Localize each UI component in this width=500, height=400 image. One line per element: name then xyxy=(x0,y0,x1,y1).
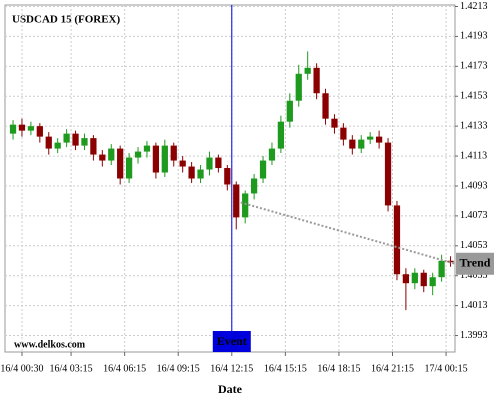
candle-body xyxy=(18,124,26,131)
candle-body xyxy=(90,138,97,155)
candle-body xyxy=(197,169,204,179)
x-tick-label: 16/4 00:30 xyxy=(0,363,43,374)
candle-body xyxy=(233,184,240,218)
candle-body xyxy=(429,277,436,287)
watermark: www.delkos.com xyxy=(14,339,86,350)
candle-body xyxy=(108,148,115,161)
y-tick-label: 1.4153 xyxy=(460,91,488,102)
candle-body xyxy=(259,160,267,179)
x-axis-label: Date xyxy=(218,382,243,396)
candle-body xyxy=(188,166,195,179)
candle-body xyxy=(206,157,213,170)
candle-body xyxy=(242,193,249,218)
candle-body xyxy=(384,142,392,206)
candle-body xyxy=(340,127,347,140)
candle-body xyxy=(134,151,142,158)
candle-body xyxy=(99,154,106,161)
candle-body xyxy=(295,73,302,101)
candle-body xyxy=(438,260,445,278)
y-tick-label: 1.4133 xyxy=(460,120,488,131)
trend-line xyxy=(240,201,456,265)
candle-body xyxy=(54,142,61,149)
x-tick-label: 16/4 12:15 xyxy=(210,363,253,374)
event-label: Event xyxy=(217,334,247,348)
candle-body xyxy=(313,67,320,94)
candle-body xyxy=(304,67,311,74)
candle-body xyxy=(393,205,401,275)
y-tick-label: 1.4093 xyxy=(460,180,488,191)
y-tick-label: 1.3993 xyxy=(460,330,488,341)
y-tick-label: 1.4073 xyxy=(460,210,488,221)
x-tick-label: 16/4 18:15 xyxy=(317,363,360,374)
x-tick-label: 16/4 21:15 xyxy=(371,363,414,374)
candle-body xyxy=(322,93,329,119)
candle-body xyxy=(170,145,177,161)
x-tick-label: 16/4 15:15 xyxy=(264,363,307,374)
candle-body xyxy=(117,148,124,179)
candle-body xyxy=(45,136,52,149)
candle-body xyxy=(402,274,410,284)
candle-body xyxy=(375,136,383,143)
candle-body xyxy=(349,139,356,149)
y-tick-label: 1.4173 xyxy=(460,61,488,72)
trend-label-box xyxy=(456,252,494,275)
candle-body xyxy=(125,157,133,179)
candle-body xyxy=(250,178,258,194)
candle-body xyxy=(9,124,17,134)
chart-title: USDCAD 15 (FOREX) xyxy=(12,14,121,26)
trend-label: Trend xyxy=(460,256,491,270)
candle-body xyxy=(268,148,276,161)
candle-body xyxy=(63,133,70,143)
candle-body xyxy=(161,145,168,173)
candle-body xyxy=(358,139,365,149)
candle-body xyxy=(420,272,427,287)
candle-body xyxy=(331,118,338,128)
candle-body xyxy=(36,126,43,137)
y-tick-label: 1.4113 xyxy=(460,150,487,161)
candle-body xyxy=(224,168,231,185)
candle-body xyxy=(72,133,79,146)
x-tick-label: 16/4 09:15 xyxy=(157,363,200,374)
x-tick-label: 16/4 06:15 xyxy=(103,363,146,374)
y-tick-label: 1.4053 xyxy=(460,240,488,251)
candle-body xyxy=(367,136,374,140)
y-tick-label: 1.4033 xyxy=(460,270,488,281)
x-tick-label: 16/4 03:15 xyxy=(50,363,93,374)
candle-body xyxy=(286,100,293,122)
candle-body xyxy=(179,160,186,167)
candle-body xyxy=(143,145,151,152)
x-tick-label: 17/4 00:15 xyxy=(425,363,468,374)
event-label-box xyxy=(212,331,251,352)
candle-body xyxy=(215,157,222,169)
candle-body xyxy=(411,272,418,284)
y-tick-label: 1.4193 xyxy=(460,31,488,42)
candle-body xyxy=(81,138,88,146)
candle-body xyxy=(152,145,160,173)
candle-body xyxy=(277,121,285,149)
y-tick-label: 1.4013 xyxy=(460,300,488,311)
candle-body xyxy=(27,126,35,131)
y-tick-label: 1.4213 xyxy=(460,1,488,12)
